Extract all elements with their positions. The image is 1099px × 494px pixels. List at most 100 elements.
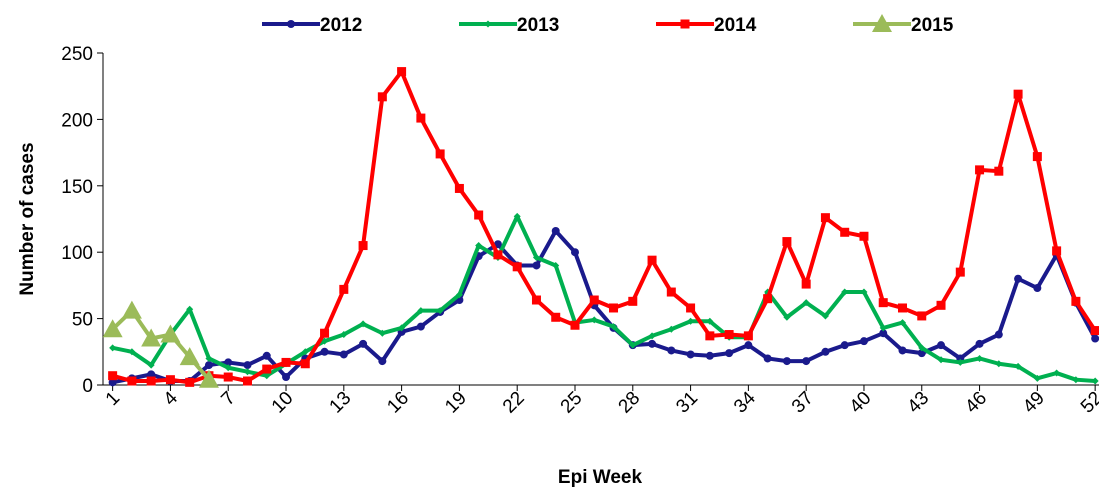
point — [160, 324, 181, 343]
point — [435, 149, 445, 159]
x-tick-label: 16 — [383, 388, 413, 418]
point — [147, 370, 156, 379]
point — [782, 237, 792, 247]
point — [185, 377, 195, 387]
legend-label: 2015 — [911, 15, 954, 36]
point — [339, 284, 349, 294]
point — [147, 361, 155, 369]
point — [108, 371, 118, 381]
point — [917, 311, 927, 321]
point — [1053, 369, 1061, 377]
point — [994, 330, 1003, 339]
point — [551, 226, 560, 235]
legend-label: 2012 — [320, 15, 362, 36]
point — [937, 356, 945, 364]
x-tick-label: 1 — [102, 388, 124, 410]
point — [512, 262, 522, 272]
x-tick-label: 7 — [217, 388, 239, 410]
point — [320, 328, 330, 338]
x-tick-label: 46 — [961, 388, 991, 418]
point — [879, 324, 887, 332]
point — [629, 341, 637, 349]
legend-label: 2014 — [714, 15, 757, 36]
x-tick-label: 22 — [499, 388, 529, 418]
point — [358, 241, 368, 251]
point — [705, 351, 714, 360]
point — [743, 331, 753, 341]
point — [398, 324, 406, 332]
point — [820, 213, 830, 223]
point — [263, 372, 271, 380]
point — [783, 313, 791, 321]
point — [802, 357, 811, 366]
series-line — [112, 69, 1097, 385]
legend-marker — [872, 14, 892, 32]
point — [1014, 362, 1022, 370]
point — [667, 346, 676, 355]
point — [436, 307, 444, 315]
legend-marker — [287, 20, 295, 28]
point — [879, 329, 888, 338]
point — [242, 376, 252, 386]
point — [937, 341, 946, 350]
point — [141, 328, 162, 347]
point — [551, 312, 561, 322]
point — [108, 378, 117, 387]
point — [686, 350, 695, 359]
point — [301, 348, 309, 356]
point — [628, 296, 638, 306]
y-tick-label: 50 — [72, 310, 93, 331]
y-tick-label: 250 — [61, 44, 93, 65]
x-tick-label: 37 — [788, 388, 818, 418]
point — [340, 331, 348, 339]
point — [821, 347, 830, 356]
point — [455, 291, 463, 299]
legend-marker — [680, 19, 690, 29]
point — [165, 375, 175, 385]
point — [1072, 376, 1080, 384]
point — [1091, 334, 1099, 343]
point — [243, 361, 252, 370]
point — [224, 358, 233, 367]
point — [590, 316, 598, 324]
point — [801, 279, 811, 289]
point — [859, 337, 868, 346]
point — [397, 67, 407, 77]
point — [198, 369, 219, 388]
point — [570, 320, 580, 330]
point — [102, 319, 123, 338]
point — [224, 364, 232, 372]
point — [416, 322, 425, 331]
point — [686, 303, 696, 313]
point — [570, 248, 579, 257]
point — [782, 357, 791, 366]
x-tick-label: 10 — [268, 388, 298, 418]
point — [377, 92, 387, 102]
point — [589, 295, 599, 305]
point — [532, 254, 540, 262]
point — [454, 183, 464, 193]
point — [493, 250, 503, 260]
point — [763, 294, 773, 304]
point — [552, 261, 560, 269]
point — [918, 344, 926, 352]
point — [339, 350, 348, 359]
point — [1052, 246, 1062, 256]
point — [243, 368, 251, 376]
point — [666, 287, 676, 297]
point — [936, 300, 946, 310]
point — [378, 357, 387, 366]
point — [705, 331, 715, 341]
point — [841, 288, 849, 296]
y-tick-label: 150 — [61, 177, 93, 198]
point — [975, 165, 985, 175]
point — [878, 298, 888, 308]
point — [262, 364, 272, 374]
point — [1014, 274, 1023, 283]
point — [840, 341, 849, 350]
legend-label: 2013 — [517, 15, 559, 36]
legend-marker — [680, 19, 690, 29]
y-axis-title: Number of cases — [17, 142, 38, 295]
point — [121, 300, 142, 319]
